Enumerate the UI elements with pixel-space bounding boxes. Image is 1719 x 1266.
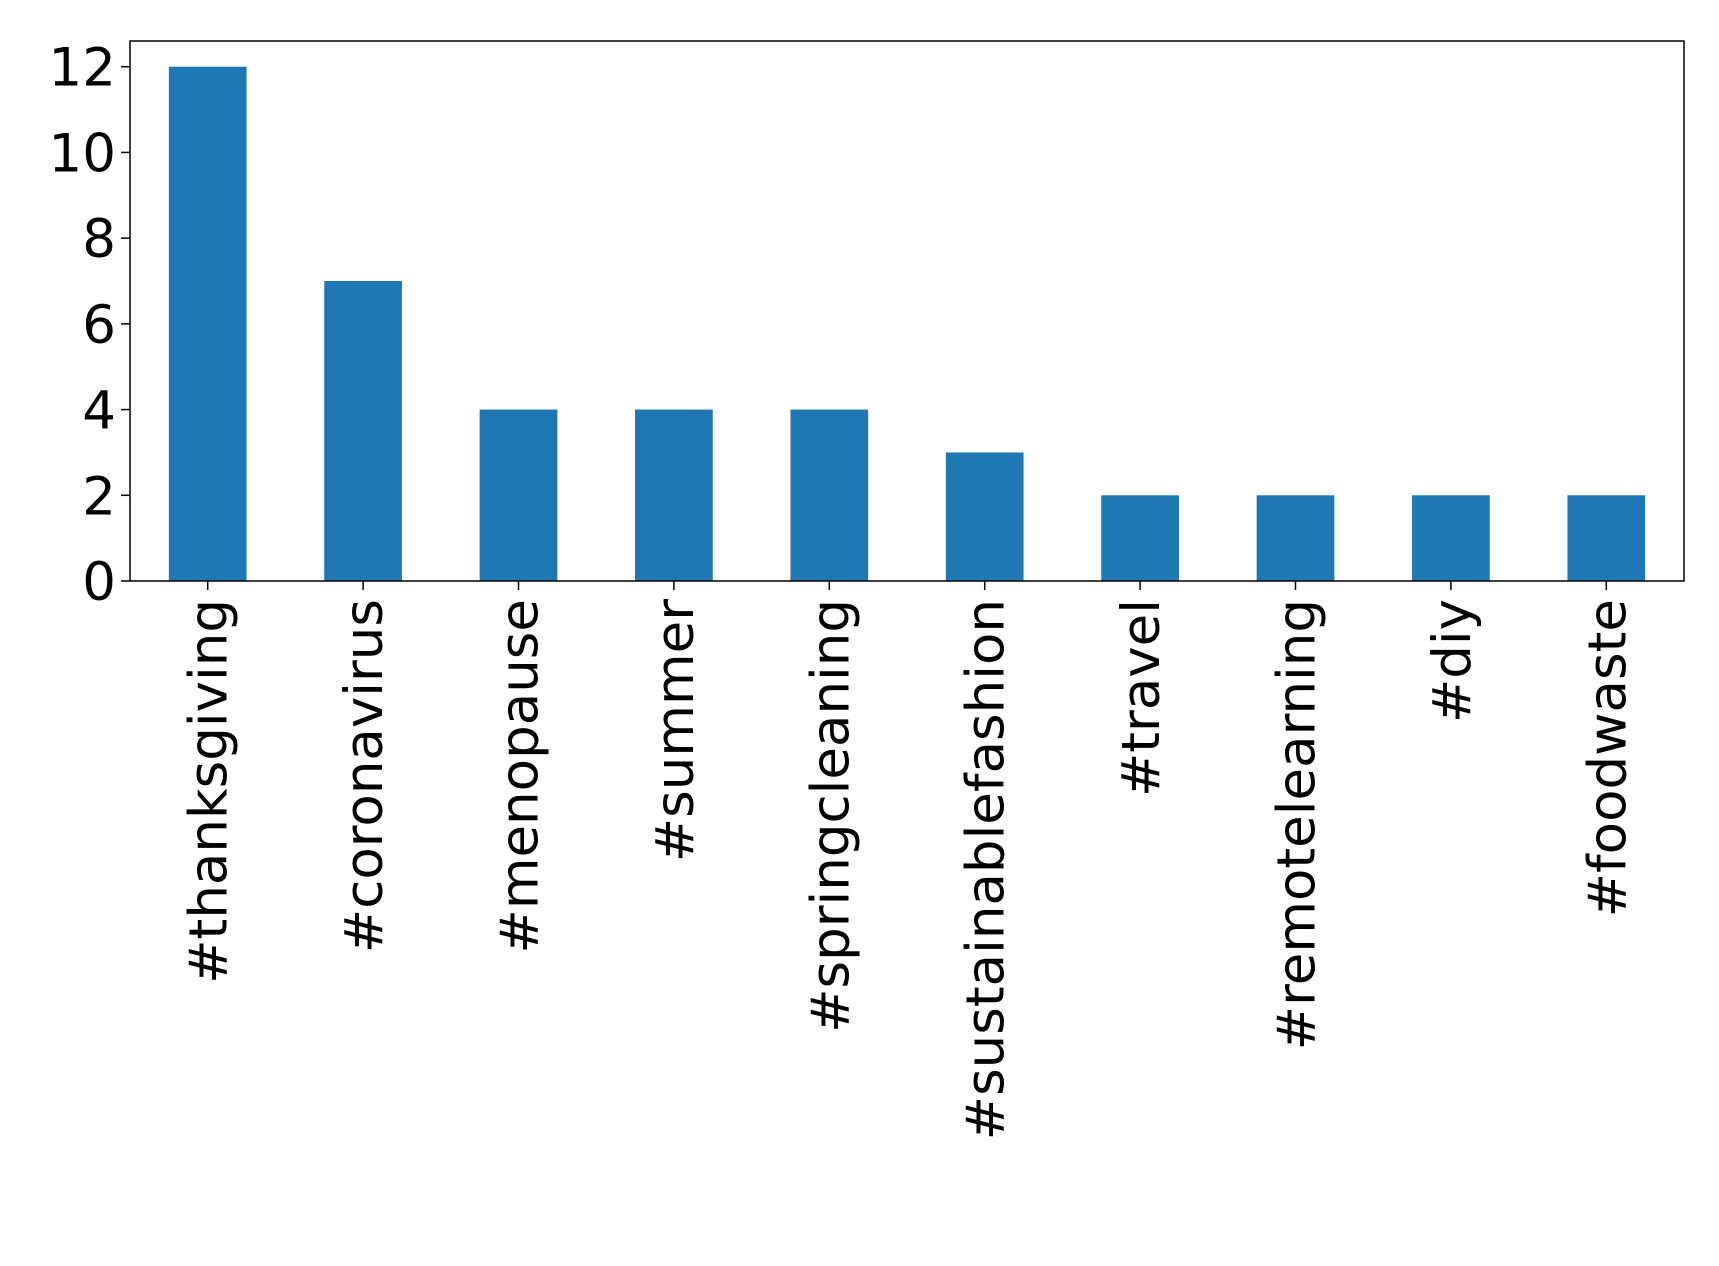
y-tick-label: 0 (82, 552, 116, 613)
bar (945, 452, 1024, 581)
x-tick-label: #sustainablefashion (956, 599, 1017, 1140)
bar (1101, 495, 1179, 581)
x-tick-label: #coronavirus (334, 599, 395, 953)
y-tick-label: 4 (82, 381, 116, 442)
y-tick-label: 6 (82, 295, 116, 356)
x-tick-label: #thanksgiving (179, 599, 240, 984)
x-tick-label: #travel (1111, 599, 1172, 797)
bar (324, 281, 402, 581)
y-tick-label: 8 (82, 209, 116, 270)
x-tick-label: #foodwaste (1577, 599, 1638, 917)
bar (479, 409, 558, 581)
x-tick-label: #menopause (490, 599, 551, 954)
x-tick-label: #remotelearning (1267, 599, 1328, 1050)
bar (168, 66, 247, 581)
x-tick-label: #summer (645, 599, 706, 862)
bar (1412, 495, 1490, 581)
bar (790, 409, 869, 581)
y-tick-label: 10 (49, 123, 116, 184)
y-tick-label: 12 (49, 38, 116, 99)
x-tick-label: #diy (1422, 599, 1483, 723)
bar (635, 409, 713, 581)
bar (1256, 495, 1335, 581)
y-tick-label: 2 (82, 466, 116, 527)
x-tick-label: #springcleaning (800, 599, 861, 1033)
plot-frame (129, 40, 1685, 582)
bar (1567, 495, 1646, 581)
